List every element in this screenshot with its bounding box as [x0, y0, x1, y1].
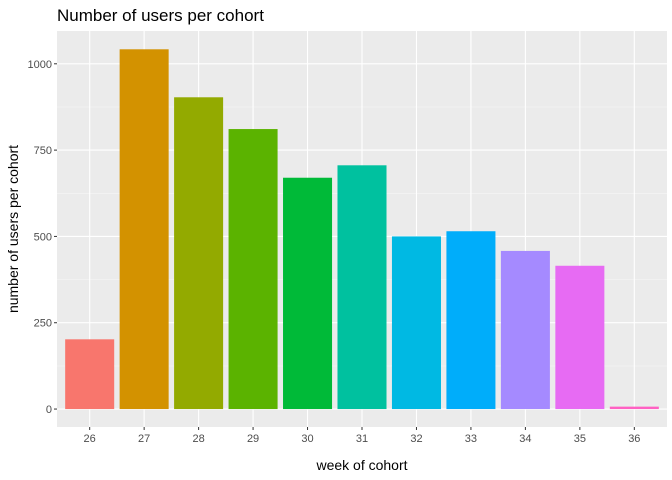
chart-title: Number of users per cohort	[57, 6, 264, 25]
x-tick-label: 33	[465, 433, 477, 445]
y-tick-label: 1000	[28, 59, 52, 71]
bars	[65, 49, 659, 410]
x-tick-label: 34	[519, 433, 531, 445]
bar-week-27	[119, 49, 169, 410]
bar-week-29	[228, 129, 278, 410]
x-tick-label: 28	[192, 433, 204, 445]
x-tick-label: 27	[138, 433, 150, 445]
y-tick-label: 0	[46, 404, 52, 416]
y-axis-title: number of users per cohort	[5, 145, 21, 313]
y-axis: 0 250 500 750 1000	[28, 59, 57, 416]
bar-week-35	[555, 265, 605, 410]
bar-week-33	[446, 231, 496, 410]
bar-week-32	[391, 236, 441, 410]
x-tick-label: 30	[301, 433, 313, 445]
x-tick-label: 35	[574, 433, 586, 445]
y-tick-label: 500	[34, 231, 52, 243]
x-tick-label: 26	[84, 433, 96, 445]
bar-week-36	[609, 406, 659, 410]
y-tick-label: 250	[34, 318, 52, 330]
bar-week-34	[500, 250, 550, 410]
x-tick-label: 36	[628, 433, 640, 445]
bar-week-28	[174, 97, 224, 410]
bar-week-30	[283, 177, 333, 410]
x-tick-label: 32	[410, 433, 422, 445]
bar-week-31	[337, 165, 387, 410]
x-axis: 26 27 28 29 30 31 32 33 34 35 36	[84, 427, 640, 445]
y-tick-label: 750	[34, 145, 52, 157]
x-tick-label: 29	[247, 433, 259, 445]
x-axis-title: week of cohort	[315, 457, 407, 473]
x-tick-label: 31	[356, 433, 368, 445]
bar-week-26	[65, 339, 115, 410]
